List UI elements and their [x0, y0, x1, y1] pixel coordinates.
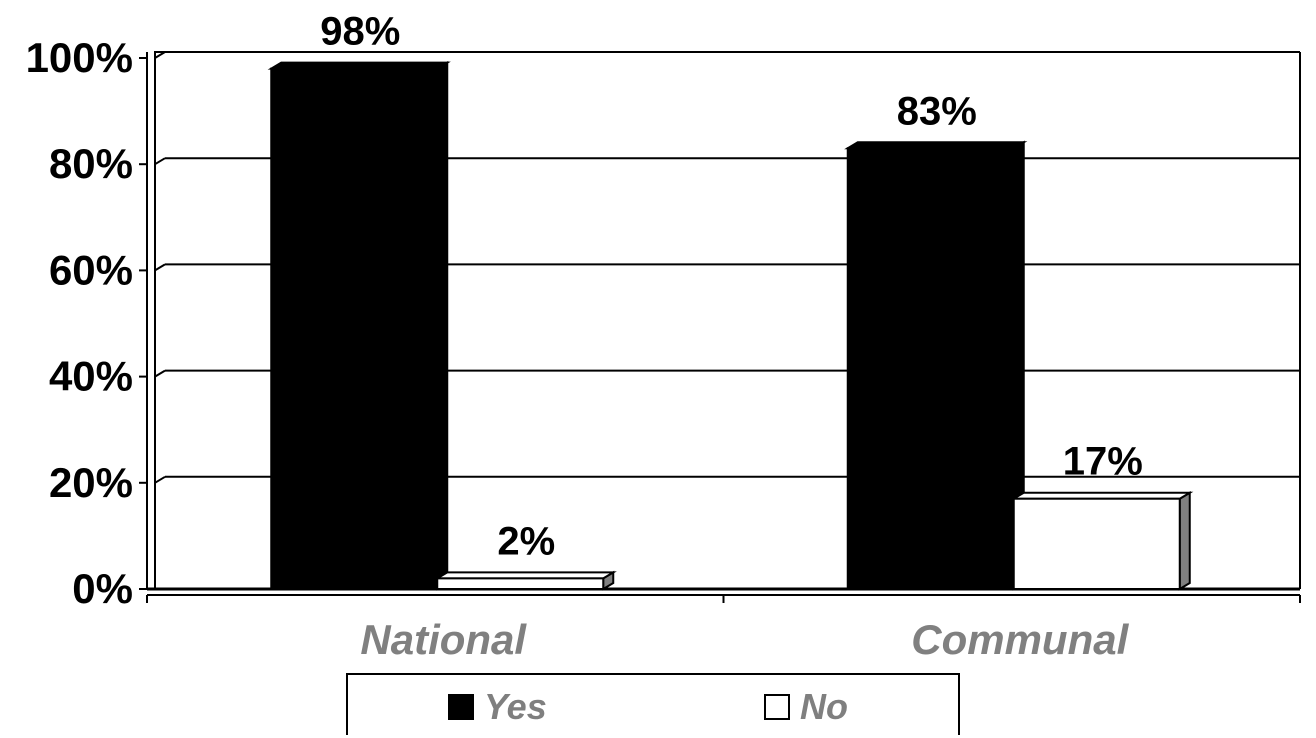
data-label-no-1: 17% — [1063, 440, 1143, 484]
bar-side-no-1 — [1178, 490, 1191, 591]
category-label-0: National — [360, 616, 527, 663]
data-label-no-0: 2% — [497, 519, 555, 563]
plot-wall-left — [154, 51, 165, 589]
bar-yes-communal — [846, 147, 1015, 591]
legend: Yes No — [346, 673, 960, 735]
gridline-depth — [154, 51, 166, 59]
y-tick-label: 0% — [72, 565, 133, 612]
y-tick-label: 100% — [26, 34, 133, 81]
legend-swatch-yes — [448, 694, 474, 720]
gridline-depth — [154, 475, 166, 484]
legend-label-no: No — [800, 686, 848, 727]
bar-side-yes-0 — [436, 60, 449, 591]
bar-no-communal — [1012, 497, 1181, 591]
legend-label-yes: Yes — [484, 686, 547, 727]
category-label-1: Communal — [911, 616, 1129, 663]
bar-no-national — [436, 577, 605, 591]
data-label-yes-1: 83% — [897, 89, 977, 133]
y-tick-label: 80% — [49, 140, 133, 187]
gridline-depth — [154, 157, 166, 166]
data-label-yes-0: 98% — [320, 10, 400, 54]
legend-item-yes: Yes — [448, 686, 547, 727]
gridline-depth — [154, 369, 166, 378]
legend-swatch-no — [764, 694, 790, 720]
y-tick-label: 60% — [49, 246, 133, 293]
legend-item-no: No — [764, 686, 848, 727]
gridline-depth — [154, 263, 166, 272]
y-tick-label: 40% — [49, 353, 133, 400]
y-tick-label: 20% — [49, 459, 133, 506]
bar-yes-national — [270, 67, 439, 591]
